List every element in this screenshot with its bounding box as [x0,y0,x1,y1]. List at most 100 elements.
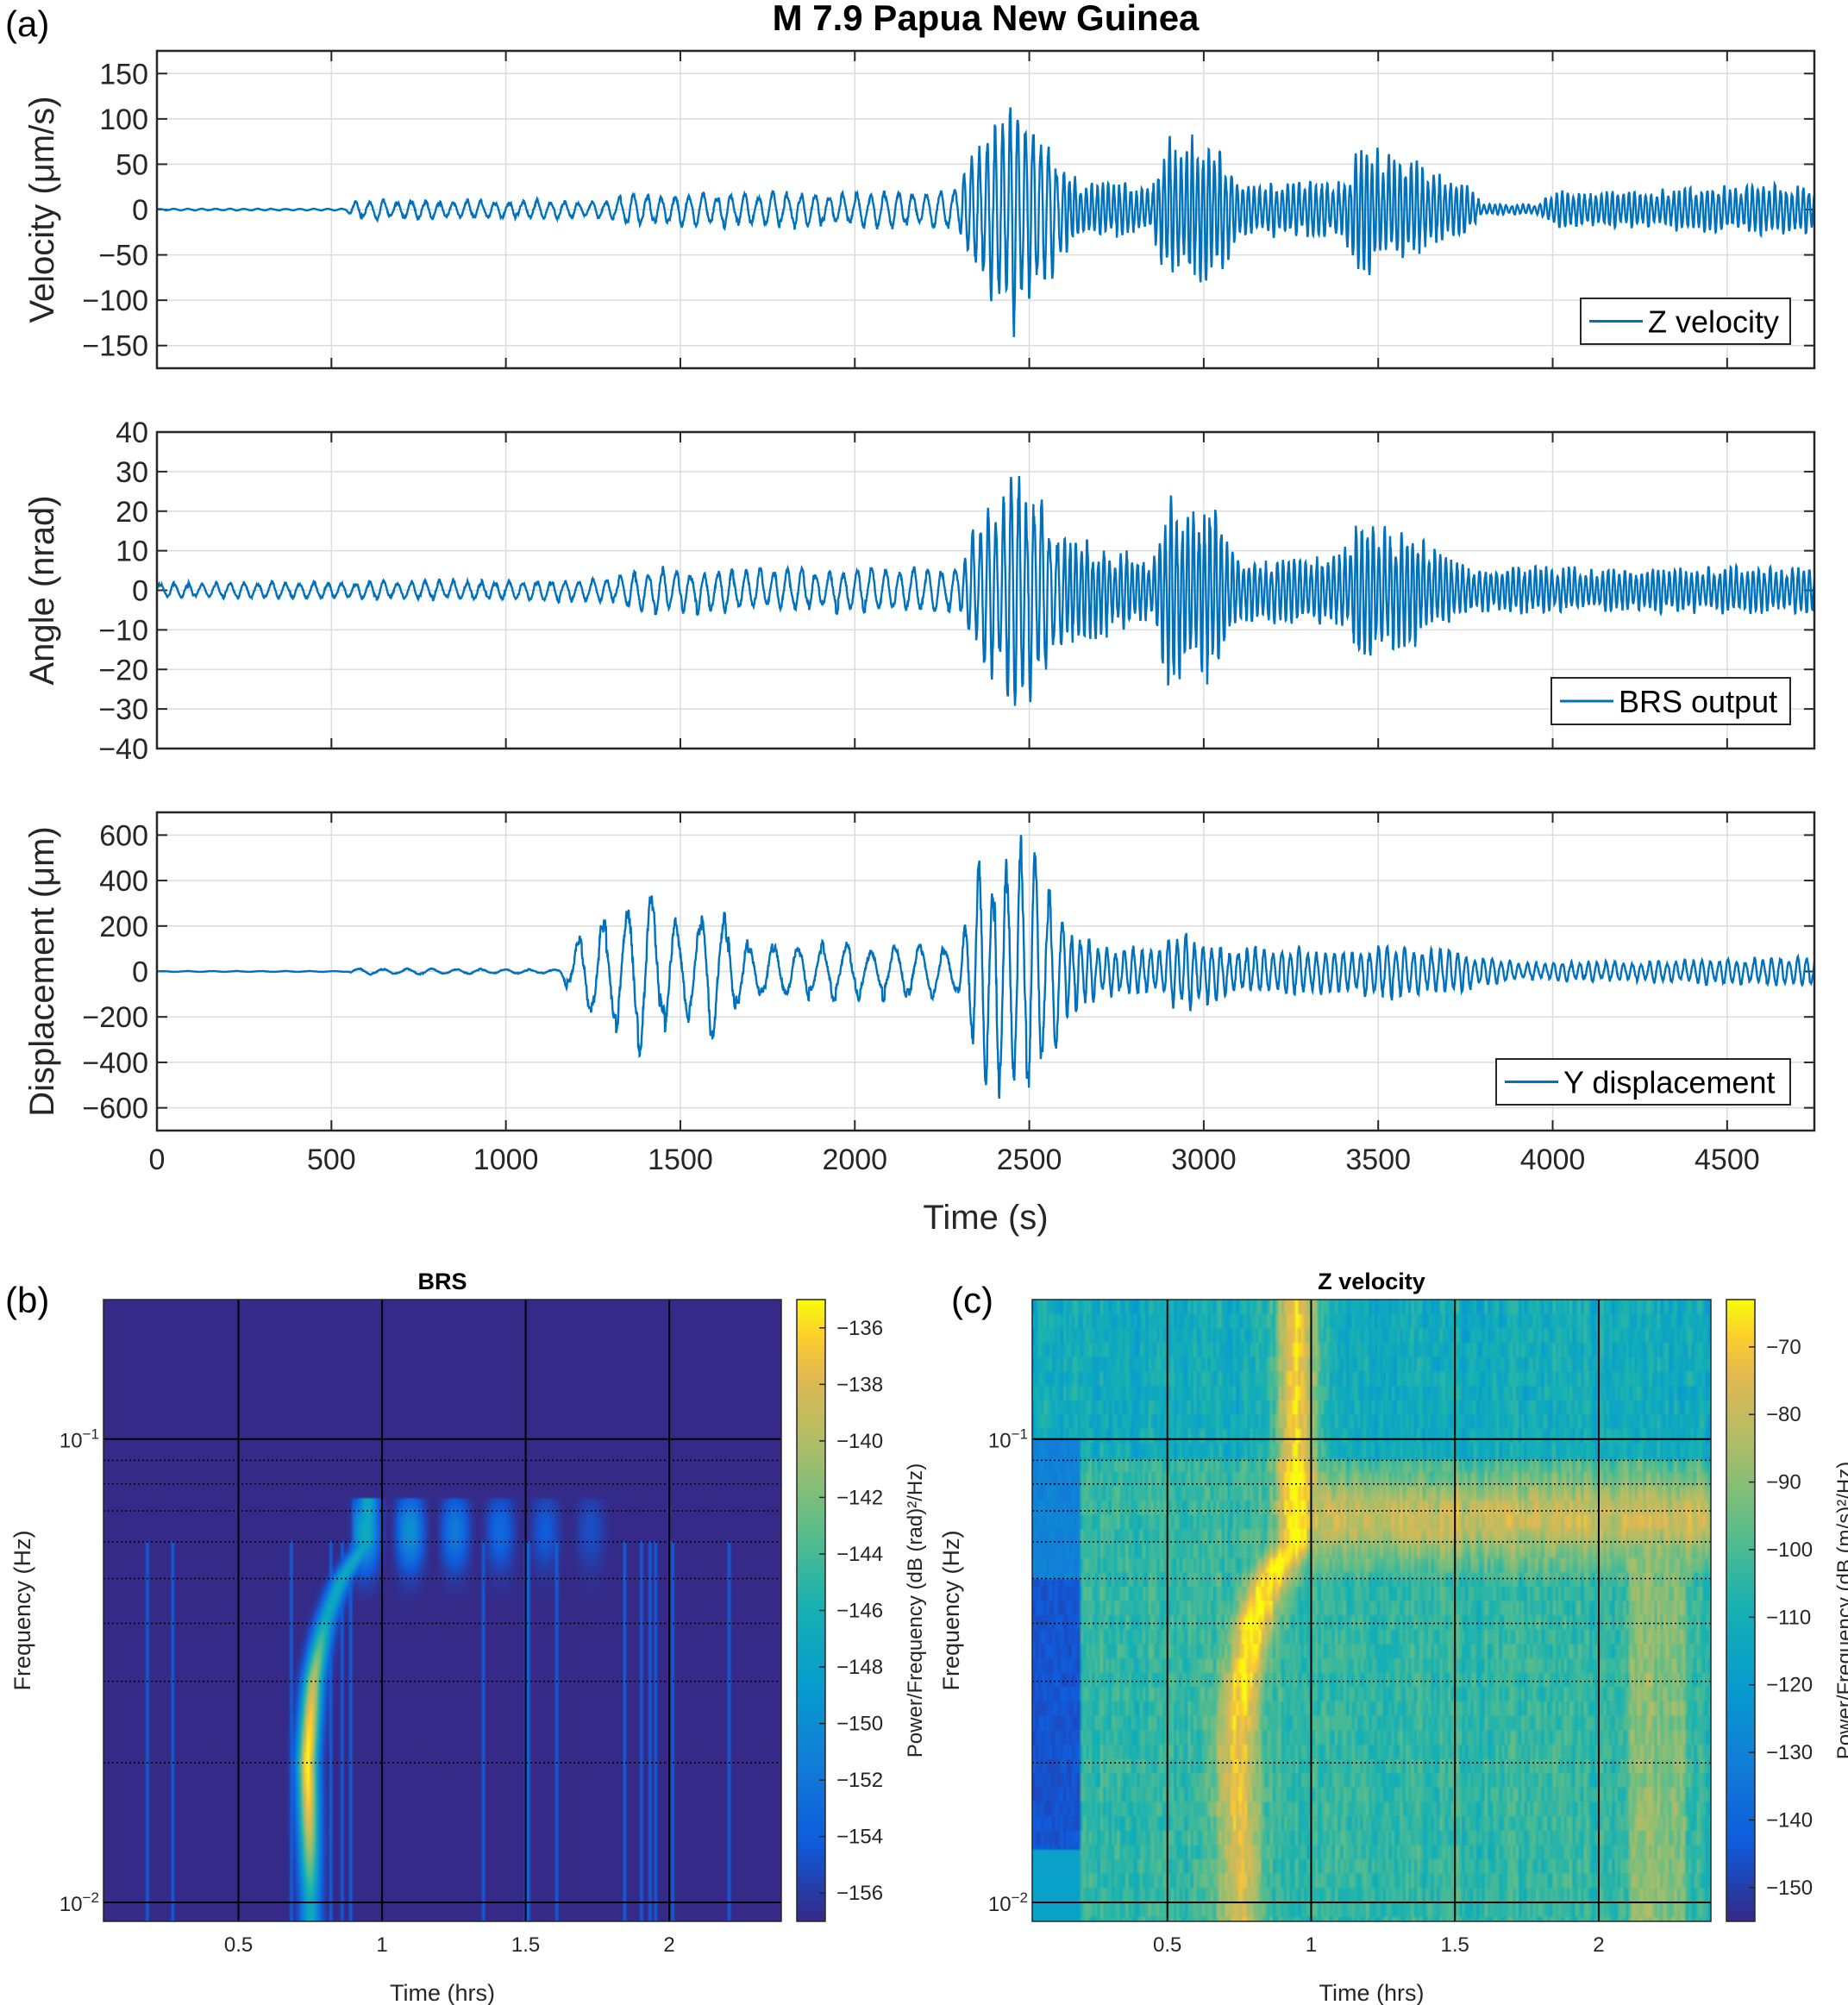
colorbar-label: Power/Frequency (dB (m/s)²/Hz) [1833,1462,1848,1759]
y-tick-label: 50 [116,148,148,181]
y-tick-label: 10−1 [988,1426,1028,1453]
colorbar-tick-label: −70 [1766,1336,1801,1359]
y-axis-label: Frequency (Hz) [9,1530,35,1690]
colorbar-tick-label: −140 [836,1430,883,1453]
legend-entry: Z velocity [1648,304,1779,340]
panel-label-b: (b) [5,1280,49,1320]
x-tick-label: 4000 [1520,1143,1586,1176]
colorbar-tick-label: −148 [836,1656,883,1679]
x-tick-label: 2 [663,1933,674,1957]
panel-label-c: (c) [951,1280,993,1320]
y-tick-label: −600 [82,1093,148,1125]
colorbar-tick-label: −110 [1766,1606,1811,1629]
y-tick-label: 200 [99,911,148,943]
x-tick-label: 0 [149,1143,166,1176]
colorbar-tick-label: −150 [836,1713,883,1736]
colorbar-tick-label: −100 [1766,1538,1813,1562]
y-tick-label: −10 [98,614,148,647]
axes-box [1031,1299,1712,1922]
y-tick-label: −30 [98,693,148,726]
line-panel-1: 150 100 50 0 −50 −100 −150 Velocity (μm/s) Z vel… [23,49,1816,370]
y-tick-label: 0 [132,956,148,989]
y-tick-label: 10 [116,536,148,568]
x-tick-label: 1000 [473,1143,539,1176]
x-tick-label: 1 [1306,1933,1317,1957]
colorbar-tick-label: −146 [836,1600,883,1623]
y-tick-label: −150 [82,330,148,363]
x-axis-label: Time (s) [923,1199,1048,1237]
series-line-y-displacement [157,835,1816,1100]
y-tick-label: 30 [116,456,148,489]
spectrogram-panel-c: 10−1 10−2 0.5 1 1.5 2 Z velocity Time (hrs) Freq… [938,1269,1848,2005]
x-tick-label: 1 [376,1933,387,1957]
y-tick-label: 150 [99,58,148,91]
axes-box [155,430,1816,750]
y-tick-label: −50 [98,240,148,273]
y-tick-label: 10−1 [60,1426,99,1453]
axes-box [103,1299,782,1922]
legend: Y displacement [1495,1058,1791,1106]
line-panel-3: 0 500 1000 1500 2000 2500 3000 3500 4000 45006004… [23,811,1816,1237]
x-tick-label: 3000 [1171,1143,1237,1176]
spectrogram-brs [103,1300,781,1921]
figure-title: M 7.9 Papua New Guinea [773,0,1200,38]
x-tick-label: 1500 [648,1143,713,1176]
x-tick-label: 4500 [1695,1143,1760,1176]
x-tick-label: 1.5 [511,1933,540,1957]
y-tick-label: 600 [99,819,148,852]
panel-label-a: (a) [5,3,49,44]
line-panel-2: 40 30 20 10 0 −10 −20 −30 −40 Angle (nrad) BRS out… [23,417,1816,766]
y-tick-label: −200 [82,1001,148,1034]
colorbar-tick-label: −140 [1766,1808,1813,1832]
colorbar-tick-label: −152 [836,1769,883,1792]
y-tick-label: 10−2 [60,1889,99,1916]
y-tick-label: 10−2 [988,1889,1028,1916]
x-tick-label: 500 [307,1143,356,1176]
x-axis-label: Time (hrs) [1319,1980,1425,2005]
y-tick-label: 40 [116,417,148,449]
colorbar-tick-label: −80 [1766,1403,1801,1426]
colorbar-tick-label: −142 [836,1486,883,1509]
colorbar-tick-label: −144 [836,1543,883,1566]
y-tick-label: −20 [98,654,148,686]
x-tick-label: 2 [1593,1933,1604,1957]
x-tick-label: 0.5 [1153,1933,1181,1957]
y-axis-label: Velocity (μm/s) [23,96,61,323]
spectrogram-panel-b: 10−1 10−2 0.5 1 1.5 2 BRS Time (hrs) Frequency (… [9,1269,927,2005]
y-tick-label: −100 [82,285,148,317]
y-axis-label: Angle (nrad) [23,495,61,685]
spectrogram-z-velocity [1032,1300,1711,1921]
y-tick-label: 400 [99,865,148,898]
colorbar-tick-label: −136 [836,1317,883,1340]
colorbar-tick-label: −156 [836,1882,883,1905]
colorbar-box [1726,1299,1756,1922]
colorbar-tick-label: −138 [836,1373,883,1396]
colorbar-tick-label: −154 [836,1826,883,1849]
x-tick-label: 2000 [822,1143,887,1176]
y-tick-label: 0 [132,575,148,608]
y-tick-label: −400 [82,1047,148,1080]
spectrogram-title: Z velocity [1318,1269,1425,1294]
x-tick-label: 3500 [1345,1143,1411,1176]
y-axis-label: Frequency (Hz) [938,1530,964,1690]
colorbar-z-velocity [1726,1300,1755,1921]
y-tick-label: −40 [98,733,148,766]
colorbar-tick-label: −90 [1766,1471,1801,1494]
y-tick-label: 20 [116,496,148,529]
axes-box [155,49,1816,370]
colorbar-tick-label: −150 [1766,1877,1813,1900]
y-axis-label: Displacement (μm) [23,826,61,1116]
x-axis-label: Time (hrs) [390,1980,495,2005]
colorbar-tick-label: −130 [1766,1741,1813,1764]
legend-entry: Y displacement [1563,1065,1775,1100]
x-tick-label: 0.5 [224,1933,253,1957]
legend: Z velocity [1580,298,1791,345]
colorbar-tick-label: −120 [1766,1674,1813,1697]
colorbar-label: Power/Frequency (dB (rad)²/Hz) [904,1463,927,1758]
legend-entry: BRS output [1619,684,1777,719]
axes-box [155,811,1816,1132]
legend: BRS output [1550,677,1791,725]
series-line-z-velocity [156,107,1815,337]
